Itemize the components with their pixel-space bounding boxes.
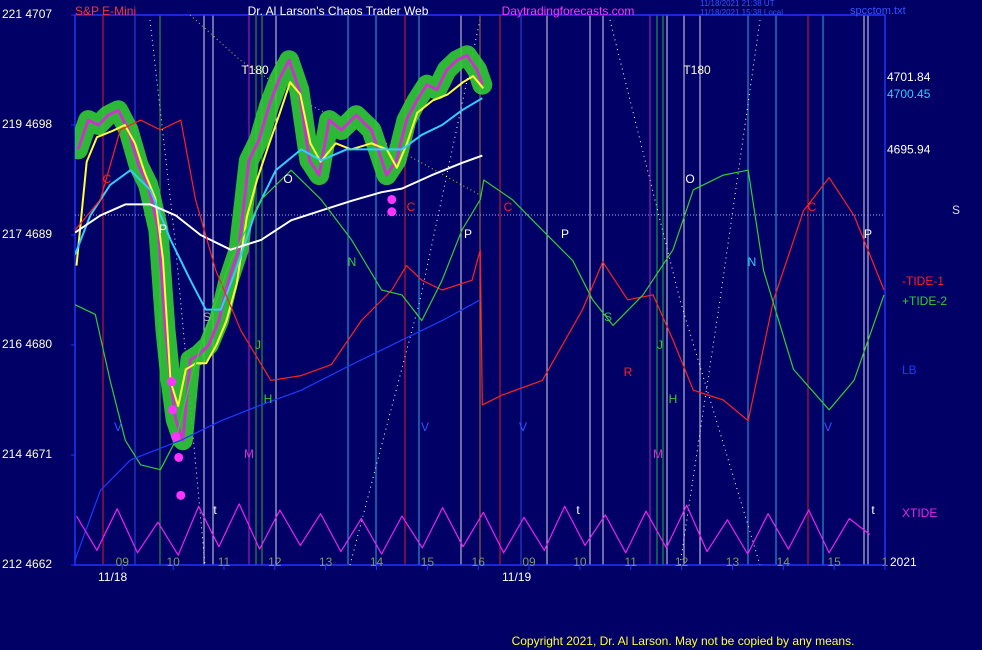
event-marker: T180	[241, 63, 269, 77]
file-name: spcctom.txt	[850, 5, 906, 17]
timestamp: 11/18/2021 15:38 Local	[700, 8, 783, 17]
y-tick-label: 221 4707	[2, 7, 52, 21]
year: 2021	[890, 555, 917, 569]
x-tick-label: 11	[625, 555, 638, 569]
event-marker: V	[824, 420, 832, 434]
event-marker: J	[255, 338, 261, 352]
legend-entry: +TIDE-2	[902, 294, 947, 308]
copyright: Copyright 2021, Dr. Al Larson. May not b…	[512, 634, 855, 648]
price-level: 4701.84	[887, 70, 931, 84]
instrument: S&P E-Mini	[75, 4, 136, 18]
y-tick-label: 219 4698	[2, 117, 52, 131]
event-marker: t	[213, 503, 217, 517]
price-level: 4695.94	[887, 142, 931, 156]
event-marker: O	[685, 172, 694, 186]
x-tick-label: 15	[827, 555, 841, 569]
marker-dot	[387, 195, 397, 205]
series-line	[75, 75, 485, 408]
event-marker: R	[624, 365, 633, 379]
x-tick-label: 12	[675, 555, 689, 569]
date-label: 11/19	[502, 570, 531, 584]
event-marker: M	[244, 447, 254, 461]
y-tick-label: 214 4671	[2, 447, 52, 461]
event-marker: t	[576, 503, 580, 517]
series-layer	[75, 45, 885, 561]
event-marker: C	[103, 172, 112, 186]
x-tick-label: 14	[370, 555, 384, 569]
series-line	[75, 154, 483, 251]
plot-frame	[74, 14, 886, 566]
series-line	[75, 299, 481, 561]
event-marker: T180	[683, 63, 711, 77]
event-marker: P	[561, 227, 569, 241]
marker-dot	[167, 377, 177, 387]
event-marker: O	[283, 172, 292, 186]
x-tick-label: 09	[116, 555, 130, 569]
marker-dot	[168, 405, 178, 415]
event-marker: V	[114, 420, 122, 434]
x-tick-label: 10	[573, 555, 587, 569]
event-marker: S	[604, 310, 612, 324]
event-marker: H	[264, 392, 273, 406]
event-marker: J	[657, 338, 663, 352]
event-marker: P	[864, 227, 872, 241]
event-marker: t	[871, 503, 875, 517]
price-line	[76, 53, 484, 442]
y-tick-label: 217 4689	[2, 227, 52, 241]
date-label: 11/18	[98, 570, 127, 584]
event-marker: C	[808, 200, 817, 214]
labels: S&P E-Mini Dr. Al Larson's Chaos Trader …	[2, 0, 960, 648]
x-tick-label: 09	[522, 555, 536, 569]
event-marker: P	[464, 227, 472, 241]
event-marker: N	[748, 255, 757, 269]
level-label: S	[952, 203, 960, 217]
x-tick-label: 15	[421, 555, 435, 569]
x-tick-label: 16	[472, 555, 486, 569]
chart-title: Dr. Al Larson's Chaos Trader Web	[248, 4, 429, 18]
y-tick-label: 216 4680	[2, 337, 52, 351]
x-tick-label: 11	[218, 555, 231, 569]
event-marker: H	[669, 392, 678, 406]
event-marker: V	[519, 420, 527, 434]
series-line	[75, 119, 885, 422]
y-tick-label: 212 4662	[2, 557, 52, 571]
x-tick-label: 13	[726, 555, 740, 569]
event-marker: C	[407, 200, 416, 214]
timestamp: 11/18/2021 21:38 UT	[700, 0, 775, 8]
event-marker: S	[203, 310, 211, 324]
legend-entry: -TIDE-1	[902, 274, 944, 288]
legend-entry: XTIDE	[902, 506, 937, 520]
event-marker: V	[421, 420, 429, 434]
x-tick-label: 12	[268, 555, 282, 569]
site: Daytradingforecasts.com	[502, 4, 635, 18]
price-level: 4700.45	[887, 87, 931, 101]
legend-entry: LB	[902, 363, 917, 377]
x-tick-label: 13	[319, 555, 333, 569]
x-tick-label: 14	[777, 555, 791, 569]
diagonal-line	[189, 14, 481, 196]
event-marker: C	[504, 200, 513, 214]
event-marker: M	[653, 447, 663, 461]
event-marker: N	[348, 255, 357, 269]
series-line	[75, 503, 871, 556]
marker-dot	[174, 452, 184, 462]
marker-dot	[171, 432, 181, 442]
event-marker: P	[159, 222, 167, 236]
marker-dot	[387, 207, 397, 217]
x-tick-label: 10	[166, 555, 180, 569]
marker-dot	[176, 490, 186, 500]
x-tick-label: 1	[882, 555, 889, 569]
series-line	[75, 169, 885, 471]
